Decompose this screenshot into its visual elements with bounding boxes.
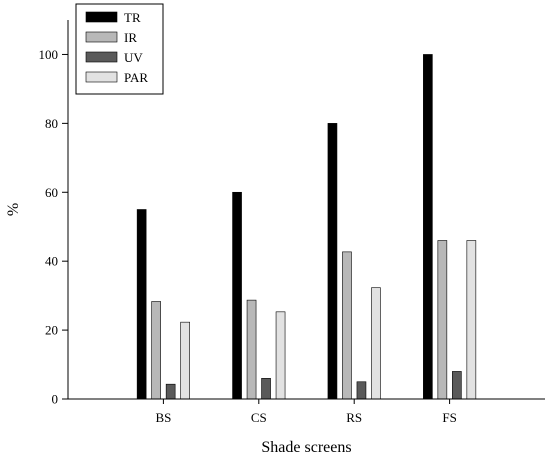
bar-uv-rs bbox=[356, 381, 367, 400]
bar-ir-fs bbox=[437, 240, 448, 400]
bars bbox=[136, 54, 477, 400]
legend-swatch-par bbox=[85, 71, 118, 83]
legend: TR IR UV PAR bbox=[75, 3, 164, 95]
legend-label-ir: IR bbox=[124, 30, 137, 45]
y-tick-label: 100 bbox=[39, 47, 59, 62]
bar-tr-rs bbox=[327, 123, 338, 400]
bar-par-rs bbox=[371, 287, 381, 400]
y-axis-ticks: 0 20 40 60 80 100 bbox=[39, 47, 68, 407]
bar-ir-cs bbox=[246, 299, 257, 400]
legend-label-uv: UV bbox=[124, 50, 143, 65]
bar-tr-fs bbox=[423, 54, 433, 400]
x-axis-ticks: BS CS RS FS bbox=[155, 399, 457, 425]
y-tick-label: 0 bbox=[52, 392, 59, 407]
legend-label-par: PAR bbox=[124, 70, 148, 85]
x-tick-label: FS bbox=[442, 410, 456, 425]
y-tick-label: 40 bbox=[45, 254, 58, 269]
x-tick-label: RS bbox=[346, 410, 362, 425]
bar-uv-bs bbox=[165, 383, 176, 400]
bar-uv-cs bbox=[261, 378, 271, 400]
legend-swatch-ir bbox=[85, 31, 118, 43]
x-tick-label: BS bbox=[155, 410, 171, 425]
y-tick-label: 60 bbox=[45, 185, 58, 200]
legend-label-tr: TR bbox=[124, 10, 141, 25]
y-axis-title: % bbox=[5, 203, 22, 216]
bar-par-bs bbox=[180, 321, 190, 400]
bar-ir-rs bbox=[342, 251, 352, 400]
bar-uv-fs bbox=[452, 371, 462, 400]
x-tick-label: CS bbox=[251, 410, 267, 425]
bar-tr-cs bbox=[232, 191, 242, 400]
bar-par-fs bbox=[466, 240, 477, 400]
x-axis-title: Shade screens bbox=[261, 439, 351, 456]
bar-par-cs bbox=[275, 311, 286, 400]
y-tick-label: 80 bbox=[45, 116, 58, 131]
bar-tr-bs bbox=[136, 209, 147, 400]
y-tick-label: 20 bbox=[45, 323, 58, 338]
legend-swatch-tr bbox=[85, 11, 118, 23]
bar-ir-bs bbox=[151, 301, 161, 400]
legend-swatch-uv bbox=[85, 51, 118, 63]
